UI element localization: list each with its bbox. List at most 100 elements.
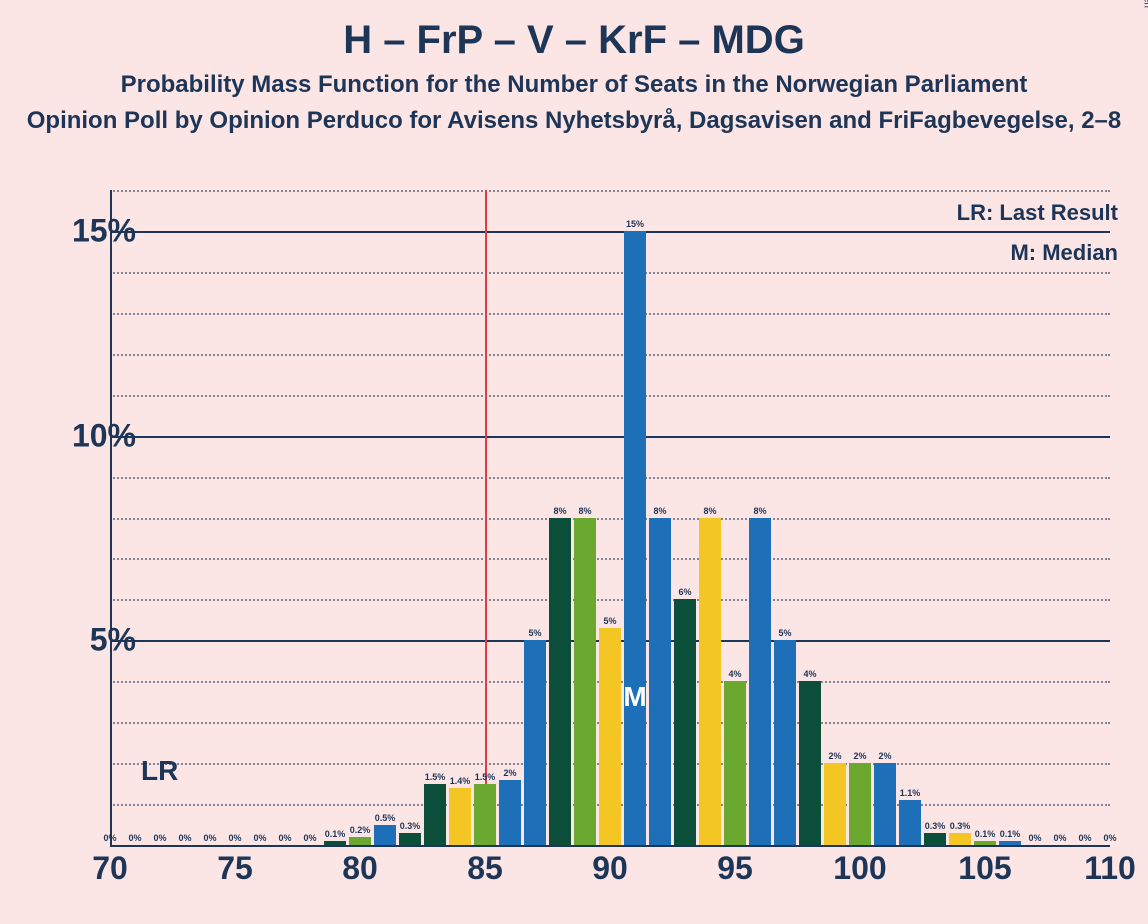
y-tick-label: 15% bbox=[16, 212, 136, 249]
bar bbox=[699, 518, 722, 846]
bar-value-label: 0.5% bbox=[375, 813, 396, 823]
bar bbox=[399, 833, 422, 845]
bar-value-label: 8% bbox=[553, 506, 566, 516]
bar bbox=[774, 640, 797, 845]
gridline-minor bbox=[110, 354, 1110, 356]
bar-value-label: 0% bbox=[228, 833, 241, 843]
bar-value-label: 5% bbox=[528, 628, 541, 638]
bar-value-label: 1.5% bbox=[475, 772, 496, 782]
bar-value-label: 2% bbox=[853, 751, 866, 761]
bar bbox=[474, 784, 497, 845]
gridline-minor bbox=[110, 599, 1110, 601]
x-tick-label: 85 bbox=[467, 850, 503, 887]
gridline-minor bbox=[110, 313, 1110, 315]
x-tick-label: 75 bbox=[217, 850, 253, 887]
bar-value-label: 0% bbox=[278, 833, 291, 843]
bar-value-label: 0% bbox=[178, 833, 191, 843]
bar-value-label: 0.3% bbox=[950, 821, 971, 831]
chart-subtitle: Probability Mass Function for the Number… bbox=[0, 71, 1148, 99]
bar-value-label: 0.1% bbox=[1000, 829, 1021, 839]
bar-value-label: 8% bbox=[703, 506, 716, 516]
bar bbox=[799, 681, 822, 845]
median-line bbox=[485, 190, 487, 845]
bar-value-label: 0% bbox=[253, 833, 266, 843]
x-tick-label: 90 bbox=[592, 850, 628, 887]
bar bbox=[449, 788, 472, 845]
gridline-minor bbox=[110, 558, 1110, 560]
bar bbox=[974, 841, 997, 845]
bar-value-label: 5% bbox=[603, 616, 616, 626]
bar-value-label: 8% bbox=[578, 506, 591, 516]
bar-value-label: 2% bbox=[503, 768, 516, 778]
bar bbox=[724, 681, 747, 845]
x-tick-label: 105 bbox=[958, 850, 1011, 887]
bar bbox=[749, 518, 772, 846]
y-tick-label: 5% bbox=[16, 622, 136, 659]
bar bbox=[649, 518, 672, 846]
gridline-major bbox=[110, 436, 1110, 438]
bar bbox=[849, 763, 872, 845]
title-block: H – FrP – V – KrF – MDG Probability Mass… bbox=[0, 18, 1148, 135]
bar bbox=[874, 763, 897, 845]
bar bbox=[424, 784, 447, 845]
bar-value-label: 0.1% bbox=[975, 829, 996, 839]
bar-value-label: 4% bbox=[803, 669, 816, 679]
bar-value-label: 4% bbox=[728, 669, 741, 679]
gridline-minor bbox=[110, 518, 1110, 520]
x-axis-line bbox=[110, 845, 1110, 847]
x-tick-label: 95 bbox=[717, 850, 753, 887]
bar bbox=[574, 518, 597, 846]
legend-median: M: Median bbox=[1010, 240, 1118, 266]
bar bbox=[324, 841, 347, 845]
x-tick-label: 80 bbox=[342, 850, 378, 887]
gridline-minor bbox=[110, 395, 1110, 397]
bar-value-label: 1.5% bbox=[425, 772, 446, 782]
y-axis-line bbox=[110, 190, 112, 845]
bar-value-label: 6% bbox=[678, 587, 691, 597]
gridline-minor bbox=[110, 477, 1110, 479]
bar-value-label: 0.1% bbox=[325, 829, 346, 839]
bar bbox=[949, 833, 972, 845]
bar-value-label: 2% bbox=[828, 751, 841, 761]
bar bbox=[999, 841, 1022, 845]
bar bbox=[924, 833, 947, 845]
bar bbox=[549, 518, 572, 846]
bar-value-label: 0.2% bbox=[350, 825, 371, 835]
bar-value-label: 8% bbox=[753, 506, 766, 516]
chart-plot-area: 0% 0% 0% 0% 0% 0% 0% 0% 0% 0.1% 0.2% 0.5% 0.3% 1.5% 1.… bbox=[110, 190, 1110, 845]
bar-value-label: 1.4% bbox=[450, 776, 471, 786]
bar bbox=[624, 231, 647, 845]
legend-last-result: LR: Last Result bbox=[957, 200, 1118, 226]
bar-value-label: 1.1% bbox=[900, 788, 921, 798]
bar-value-label: 0% bbox=[1103, 833, 1116, 843]
bar-value-label: 0% bbox=[1053, 833, 1066, 843]
bar-value-label: 15% bbox=[626, 219, 644, 229]
bar-value-label: 5% bbox=[778, 628, 791, 638]
bar bbox=[374, 825, 397, 845]
chart-title: H – FrP – V – KrF – MDG bbox=[0, 18, 1148, 63]
bar bbox=[524, 640, 547, 845]
bar-value-label: 0.3% bbox=[925, 821, 946, 831]
x-tick-label: 110 bbox=[1084, 850, 1136, 887]
chart-source: Opinion Poll by Opinion Perduco for Avis… bbox=[0, 107, 1148, 135]
y-tick-label: 10% bbox=[16, 417, 136, 454]
copyright-text: © 2025 Filip van Laenen bbox=[1142, 0, 1148, 8]
bar-value-label: 0% bbox=[1028, 833, 1041, 843]
gridline-minor bbox=[110, 190, 1110, 192]
x-tick-label: 100 bbox=[833, 850, 886, 887]
bar-value-label: 0% bbox=[103, 833, 116, 843]
median-marker-label: M bbox=[623, 681, 646, 713]
bar bbox=[349, 837, 372, 845]
gridline-major bbox=[110, 231, 1110, 233]
bar-value-label: 8% bbox=[653, 506, 666, 516]
bar bbox=[499, 780, 522, 846]
bar bbox=[824, 763, 847, 845]
bar-value-label: 0% bbox=[303, 833, 316, 843]
bar bbox=[674, 599, 697, 845]
lr-marker-label: LR bbox=[141, 755, 178, 787]
bar bbox=[599, 628, 622, 845]
bar bbox=[899, 800, 922, 845]
bar-value-label: 0.3% bbox=[400, 821, 421, 831]
bar-value-label: 0% bbox=[1078, 833, 1091, 843]
bar-value-label: 0% bbox=[128, 833, 141, 843]
